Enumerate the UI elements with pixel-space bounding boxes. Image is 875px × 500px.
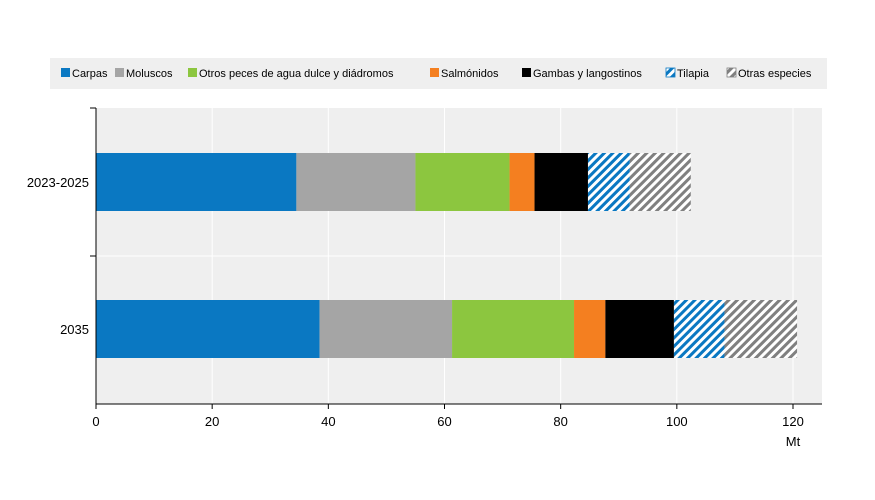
legend-swatch-tilapia	[665, 67, 676, 78]
x-tick-label-20: 20	[205, 414, 219, 429]
bar-2035-moluscos	[319, 300, 453, 358]
legend-swatch-otros-peces-de-agua-dulce-y-diadromos	[188, 68, 197, 77]
y-category-label-2035: 2035	[60, 322, 89, 337]
legend-swatch-carpas	[61, 68, 70, 77]
legend-label-otros-peces-de-agua-dulce-y-diadromos: Otros peces de agua dulce y diádromos	[199, 68, 394, 80]
bar-2023-2025-otras-especies	[629, 153, 691, 211]
legend: Carpas Moluscos Otros peces de agua dulce …	[61, 67, 812, 80]
x-tick-label-100: 100	[666, 414, 688, 429]
x-axis-unit-label: Mt	[786, 434, 801, 449]
bar-2035-otros-peces-de-agua-dulce-y-diadromos	[452, 300, 575, 358]
bar-2035-salmonidos	[574, 300, 606, 358]
legend-swatch-salmonidos	[430, 68, 439, 77]
legend-label-otras-especies: Otras especies	[738, 68, 812, 80]
bar-2023-2025-salmonidos	[509, 153, 535, 211]
x-tick-label-60: 60	[437, 414, 451, 429]
bar-2035-carpas	[96, 300, 320, 358]
bar-2023-2025-otros-peces-de-agua-dulce-y-diadromos	[415, 153, 510, 211]
y-category-label-2023-2025: 2023-2025	[27, 175, 89, 190]
legend-swatch-moluscos	[115, 68, 124, 77]
legend-item-gambas-y-langostinos: Gambas y langostinos	[522, 68, 642, 80]
legend-item-otras-especies: Otras especies	[726, 67, 812, 80]
x-tick-label-80: 80	[553, 414, 567, 429]
legend-swatch-gambas-y-langostinos	[522, 68, 531, 77]
legend-item-tilapia: Tilapia	[665, 67, 710, 80]
legend-swatch-otras-especies	[726, 67, 737, 78]
bar-2035-tilapia	[673, 300, 725, 358]
x-tick-label-40: 40	[321, 414, 335, 429]
bar-2023-2025-gambas-y-langostinos	[534, 153, 588, 211]
bar-2023-2025-tilapia	[587, 153, 630, 211]
legend-label-carpas: Carpas	[72, 68, 108, 80]
x-tick-label-120: 120	[782, 414, 804, 429]
legend-label-moluscos: Moluscos	[126, 68, 173, 80]
legend-label-salmonidos: Salmónidos	[441, 68, 499, 80]
bar-2023-2025-moluscos	[296, 153, 416, 211]
axes-labels: 0 20 40 60 80 100 120 2023-2025 2035	[27, 107, 804, 429]
bars	[96, 153, 798, 358]
x-tick-label-0: 0	[92, 414, 99, 429]
legend-item-carpas: Carpas	[61, 68, 108, 80]
bar-2035-otras-especies	[724, 300, 798, 358]
bar-2023-2025-carpas	[96, 153, 297, 211]
legend-item-salmonidos: Salmónidos	[430, 68, 499, 80]
legend-label-tilapia: Tilapia	[677, 68, 710, 80]
legend-item-moluscos: Moluscos	[115, 68, 173, 80]
legend-item-otros-peces-de-agua-dulce-y-diadromos: Otros peces de agua dulce y diádromos	[188, 68, 394, 80]
legend-label-gambas-y-langostinos: Gambas y langostinos	[533, 68, 642, 80]
bar-2035-gambas-y-langostinos	[605, 300, 674, 358]
